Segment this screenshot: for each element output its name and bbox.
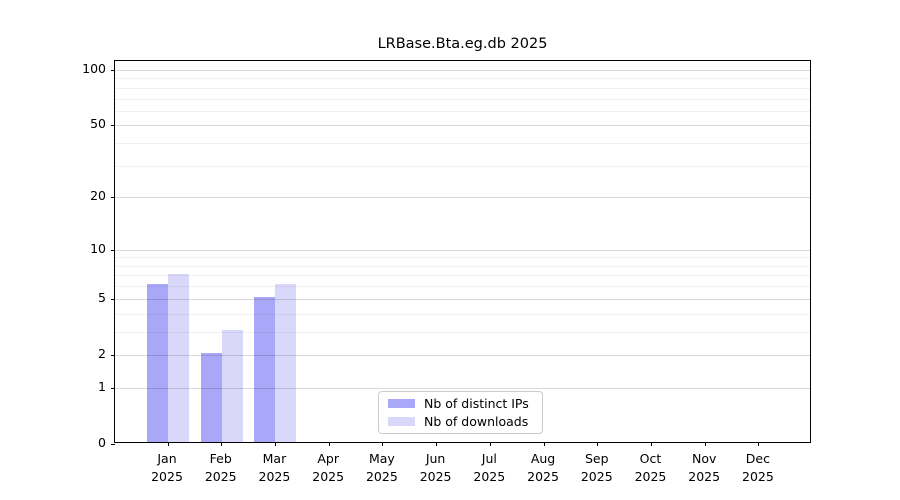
x-tick-year: 2025 [634, 468, 667, 484]
minor-gridline [115, 98, 810, 100]
x-tick-label-feb: Feb 2025 [189, 450, 253, 485]
y-tick-mark [111, 249, 115, 251]
y-tick-mark [111, 387, 115, 389]
minor-gridline [115, 110, 810, 112]
x-tick-label-apr: Apr 2025 [296, 450, 360, 485]
x-tick-month: Jul [481, 451, 497, 466]
bar-downloads-feb [221, 329, 243, 442]
x-tick-month: Feb [209, 451, 232, 466]
y-tick-label: 2 [98, 345, 106, 361]
bar-distinct-ips-feb [200, 352, 222, 442]
legend: Nb of distinct IPs Nb of downloads [378, 391, 543, 434]
x-tick-year: 2025 [527, 468, 559, 484]
x-tick-month: Aug [530, 451, 556, 466]
y-tick-mark [111, 197, 115, 199]
x-tick-label-jul: Jul 2025 [457, 450, 521, 485]
x-tick-year: 2025 [473, 468, 506, 484]
x-tick-year: 2025 [742, 468, 774, 484]
x-tick-label-sep: Sep 2025 [565, 450, 629, 485]
x-tick-mark [704, 442, 706, 446]
legend-item-distinct-ips: Nb of distinct IPs [388, 395, 542, 411]
x-tick-month: Mar [262, 451, 287, 466]
bar-distinct-ips-jan [147, 284, 168, 442]
legend-swatch-distinct-ips-icon [388, 399, 415, 408]
x-tick-mark [328, 442, 330, 446]
bar-downloads-jan [168, 273, 189, 442]
x-tick-label-oct: Oct 2025 [618, 450, 682, 485]
plot-area [111, 60, 811, 446]
y-tick-mark [111, 125, 115, 127]
x-tick-mark [758, 442, 760, 446]
major-gridline [115, 298, 810, 300]
x-tick-year: 2025 [151, 468, 183, 484]
x-tick-mark [274, 442, 276, 446]
major-gridline [115, 249, 810, 251]
x-tick-label-aug: Aug 2025 [511, 450, 575, 485]
minor-gridline [115, 265, 810, 267]
x-tick-label-dec: Dec 2025 [726, 450, 790, 485]
y-tick-label: 0 [98, 435, 106, 450]
chart-title: LRBase.Bta.eg.db 2025 [377, 36, 548, 52]
y-tick-label: 5 [98, 289, 106, 305]
x-tick-mark [543, 442, 545, 446]
x-tick-mark [597, 442, 599, 446]
x-tick-mark [382, 442, 384, 446]
x-tick-year: 2025 [365, 468, 398, 484]
x-tick-month: Dec [745, 451, 770, 466]
y-tick-label: 20 [90, 188, 106, 204]
legend-item-downloads: Nb of downloads [388, 413, 542, 429]
y-tick-mark [111, 444, 115, 445]
legend-swatch-downloads-icon [388, 417, 415, 426]
x-tick-mark [650, 442, 652, 446]
x-tick-year: 2025 [312, 468, 345, 484]
x-tick-mark [167, 442, 169, 446]
major-gridline [115, 70, 810, 71]
x-tick-label-jan: Jan 2025 [135, 450, 199, 485]
legend-label-downloads: Nb of downloads [424, 413, 529, 429]
x-tick-year: 2025 [419, 468, 452, 484]
x-tick-mark [436, 442, 438, 446]
major-gridline [115, 125, 810, 127]
minor-gridline [115, 313, 810, 315]
y-tick-label: 10 [90, 240, 106, 256]
x-tick-label-nov: Nov 2025 [672, 450, 736, 485]
x-tick-label-jun: Jun 2025 [404, 450, 468, 485]
x-tick-month: Oct [639, 451, 662, 466]
x-tick-month: Nov [691, 451, 717, 466]
minor-gridline [115, 165, 810, 167]
minor-gridline [115, 87, 810, 89]
x-tick-label-mar: Mar 2025 [242, 450, 306, 485]
minor-gridline [115, 286, 810, 288]
y-tick-mark [111, 298, 115, 300]
minor-gridline [115, 78, 810, 80]
bar-distinct-ips-mar [254, 296, 276, 442]
minor-gridline [115, 143, 810, 145]
x-tick-month: Apr [317, 451, 339, 466]
minor-gridline [115, 257, 810, 259]
y-tick-label: 1 [98, 378, 106, 394]
x-tick-mark [221, 442, 223, 446]
x-tick-year: 2025 [688, 468, 721, 484]
y-tick-mark [111, 70, 115, 71]
x-tick-year: 2025 [204, 468, 237, 484]
bar-downloads-mar [275, 284, 297, 442]
x-tick-year: 2025 [258, 468, 291, 484]
y-tick-label: 100 [82, 61, 106, 76]
x-tick-year: 2025 [580, 468, 613, 484]
x-tick-month: Sep [584, 451, 609, 466]
x-tick-label-may: May 2025 [350, 450, 414, 485]
x-tick-mark [489, 442, 491, 446]
y-tick-label: 50 [90, 116, 106, 132]
x-tick-month: Jun [425, 451, 446, 466]
x-tick-month: Jan [157, 451, 177, 466]
minor-gridline [115, 331, 810, 333]
major-gridline [115, 197, 810, 199]
minor-gridline [115, 275, 810, 277]
y-tick-mark [111, 354, 115, 356]
x-tick-month: May [368, 451, 395, 466]
legend-label-distinct-ips: Nb of distinct IPs [424, 395, 529, 411]
